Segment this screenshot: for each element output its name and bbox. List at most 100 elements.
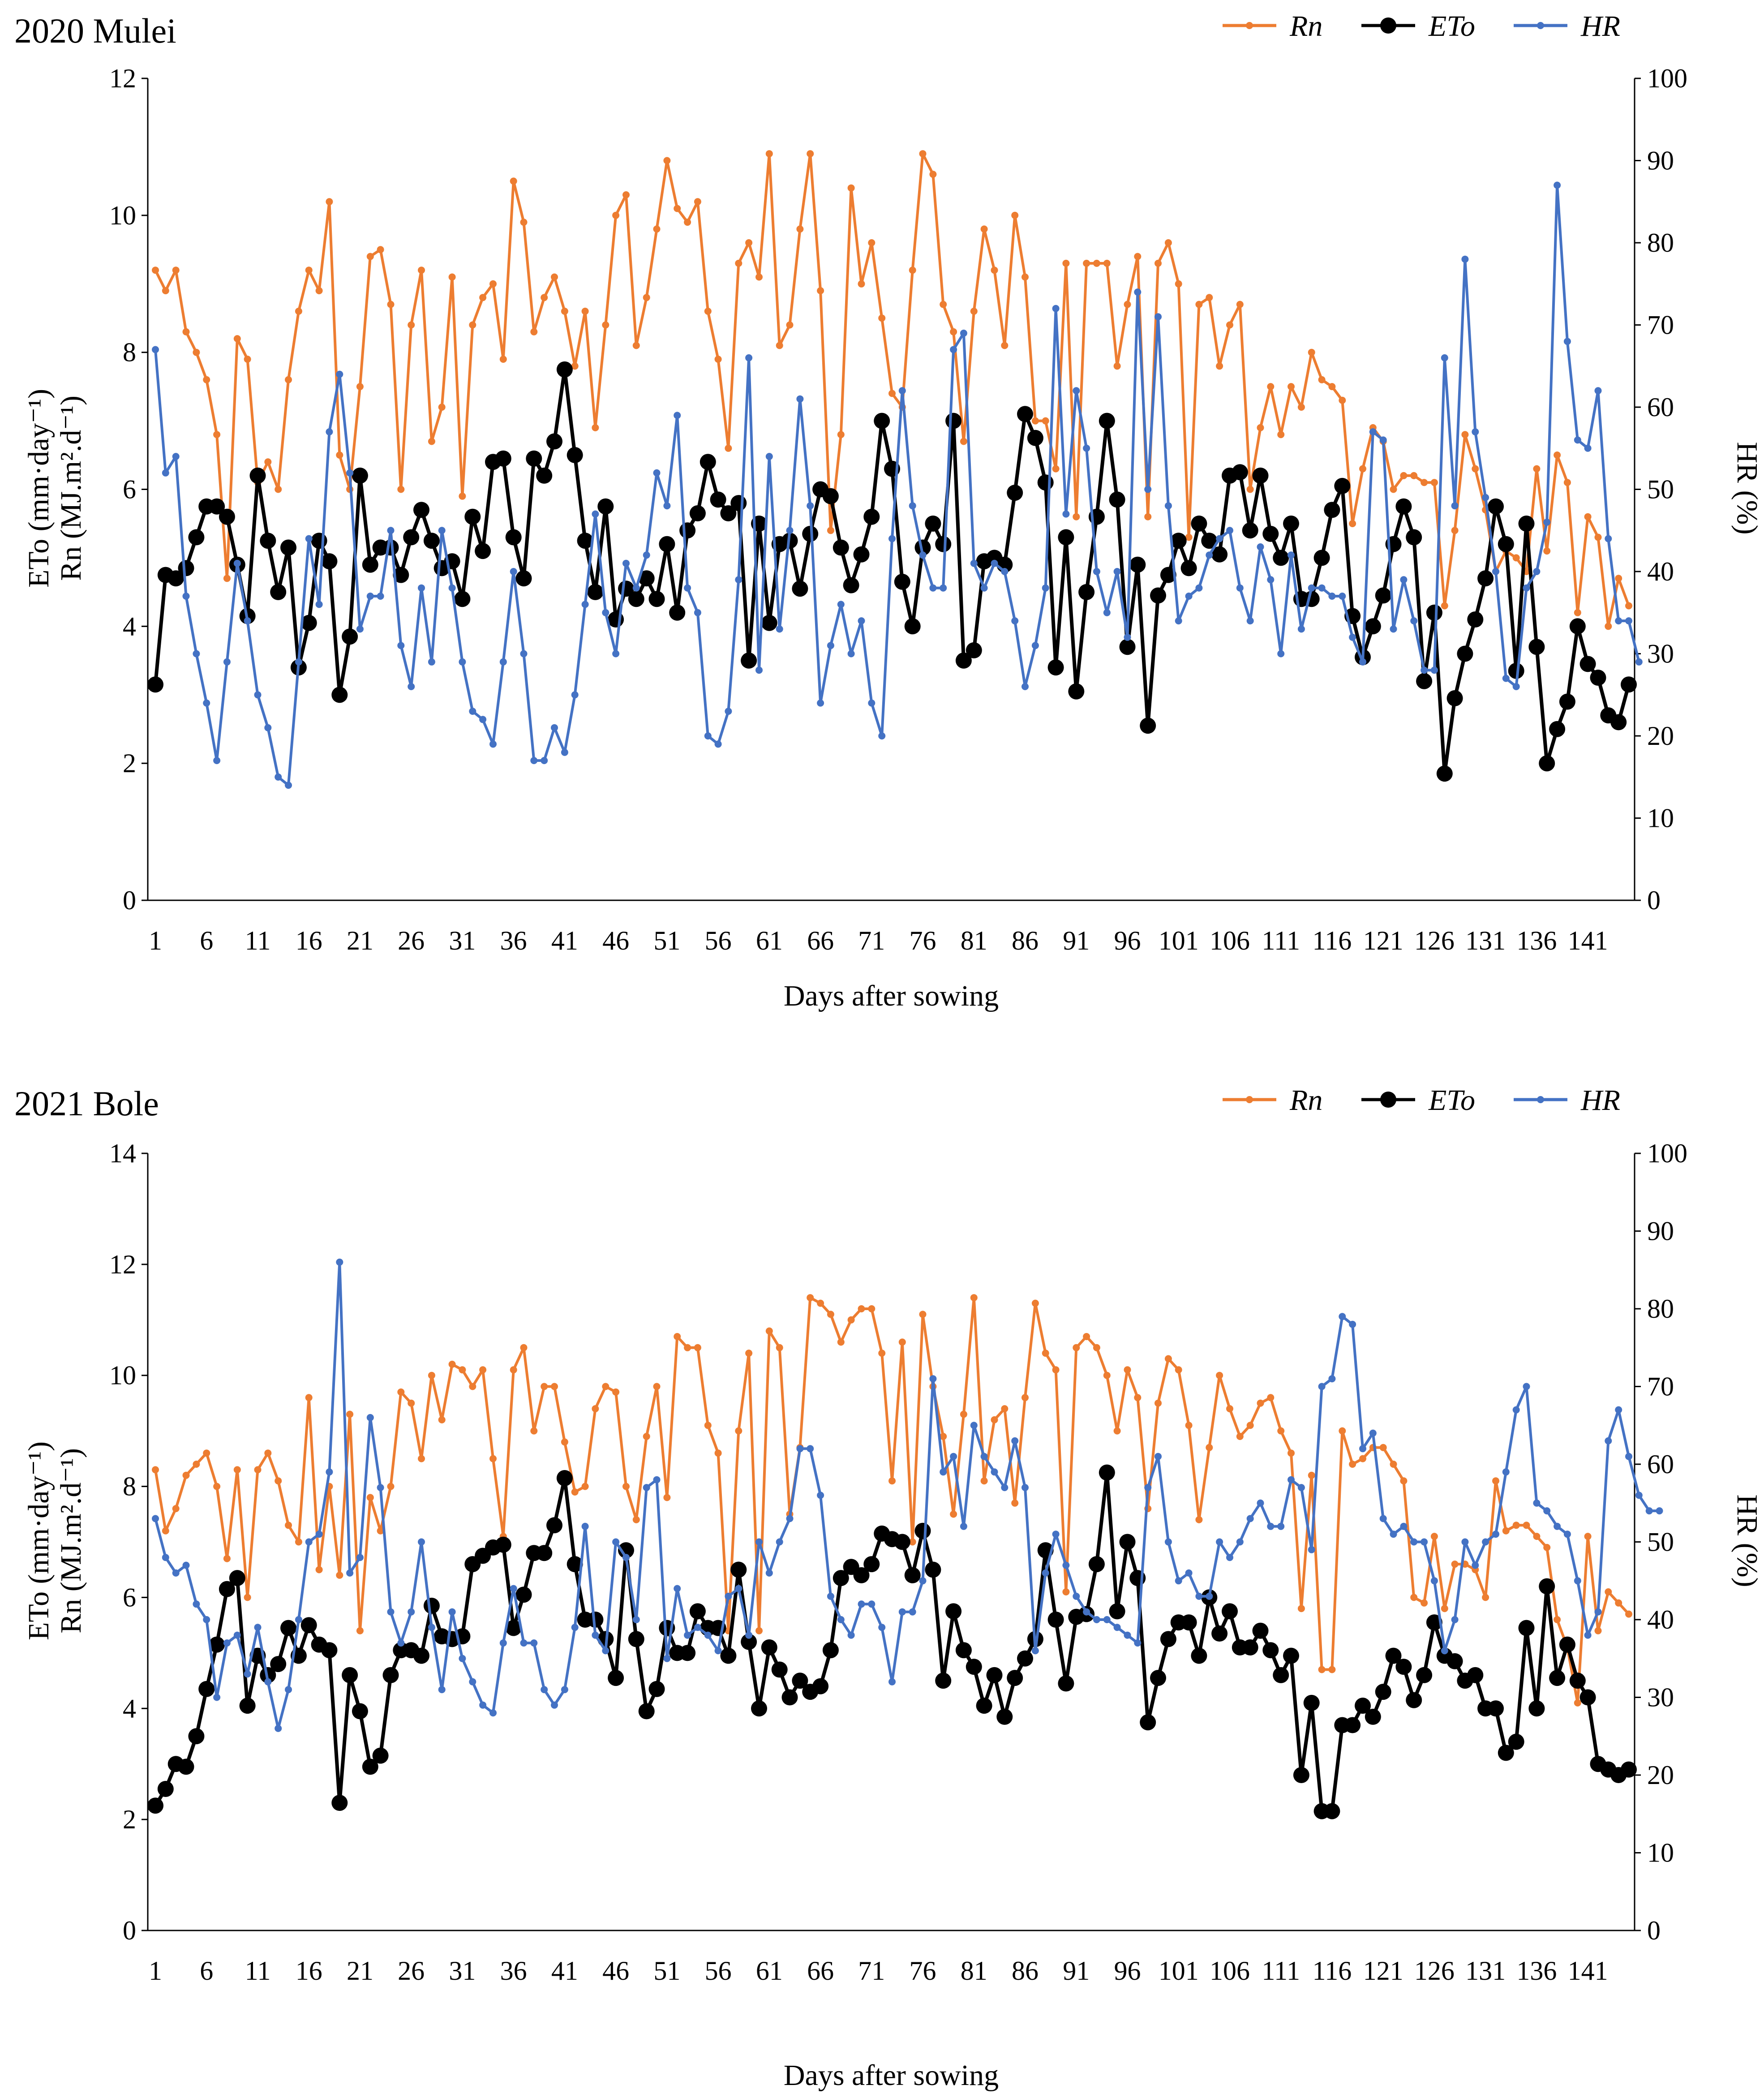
data-point-hr (898, 387, 906, 395)
data-point-hr (919, 1577, 927, 1585)
data-point-rn (1216, 1371, 1223, 1379)
data-point-hr (172, 1569, 180, 1577)
data-point-hr (714, 1647, 722, 1655)
data-point-hr (1410, 617, 1418, 625)
data-point-eto (1068, 683, 1085, 700)
data-point-rn (346, 1410, 354, 1418)
legend-rn-label: Rn (1289, 10, 1322, 43)
data-point-rn (1349, 1461, 1356, 1468)
x-tick-label: 76 (910, 1956, 936, 1986)
data-point-rn (203, 376, 210, 383)
data-point-eto (1344, 1717, 1361, 1733)
data-point-hr (674, 412, 681, 419)
legend: Rn ETo HR (1223, 10, 1620, 43)
data-point-hr (1390, 1531, 1397, 1538)
data-point-hr (817, 699, 824, 707)
data-point-hr (674, 1585, 681, 1592)
data-point-hr (1349, 633, 1356, 641)
legend-eto-marker (1380, 17, 1396, 34)
data-point-eto (781, 1689, 798, 1706)
data-point-eto (1007, 485, 1023, 501)
data-point-hr (152, 1515, 159, 1522)
data-point-rn (326, 198, 333, 206)
data-point-rn (868, 239, 876, 246)
data-point-eto (1180, 1614, 1197, 1631)
data-point-rn (1277, 431, 1285, 439)
data-point-rn (940, 1433, 947, 1440)
data-point-eto (638, 1703, 655, 1720)
data-point-hr (1339, 593, 1346, 600)
data-point-rn (275, 1477, 282, 1485)
data-point-hr (1328, 1375, 1336, 1383)
data-point-rn (223, 1555, 231, 1562)
data-point-hr (1206, 1592, 1213, 1600)
data-point-hr (663, 1655, 671, 1662)
legend-hr-label: HR (1580, 10, 1620, 43)
left-y-tick-label: 8 (123, 1472, 136, 1501)
data-point-rn (704, 1422, 712, 1429)
data-point-rn (336, 1571, 343, 1579)
data-point-hr (551, 1701, 558, 1709)
x-tick-label: 16 (296, 1956, 322, 1986)
x-tick-label: 101 (1159, 1956, 1199, 1986)
data-point-rn (469, 321, 476, 329)
x-ticks: 1 6 11 16 21 26 31 36 41 46 51 56 61 66 71 76 81 86 91 96 10… (149, 926, 1608, 955)
data-point-hr (755, 666, 763, 674)
data-point-hr (714, 740, 722, 748)
data-point-eto (219, 508, 235, 525)
data-point-eto (1222, 1603, 1238, 1620)
data-point-rn (837, 1338, 845, 1346)
data-point-rn (315, 1566, 323, 1574)
data-point-rn (755, 273, 763, 281)
data-point-hr (305, 1538, 313, 1546)
data-point-hr (193, 650, 200, 658)
data-point-rn (1155, 1399, 1162, 1407)
right-y-ticks: 0 10 20 30 40 50 60 70 80 90 100 (1635, 64, 1687, 915)
data-point-rn (847, 1316, 855, 1324)
data-point-rn (1421, 479, 1428, 486)
data-point-hr (172, 453, 180, 460)
data-point-hr (203, 699, 210, 707)
data-point-hr (193, 1600, 200, 1608)
data-point-hr (960, 329, 967, 337)
data-point-rn (663, 1494, 671, 1501)
data-point-hr (1308, 584, 1315, 592)
data-point-rn (1625, 602, 1632, 610)
data-point-hr (1052, 1531, 1060, 1538)
data-point-eto (372, 1747, 389, 1764)
left-y-tick-label: 2 (123, 748, 136, 778)
data-point-eto (1467, 611, 1484, 628)
data-point-rn (888, 390, 896, 397)
data-point-hr (1512, 1406, 1520, 1414)
data-point-hr (1226, 1554, 1233, 1561)
data-point-rn (428, 1371, 435, 1379)
data-point-rn (1175, 280, 1182, 288)
data-point-eto (1088, 1556, 1105, 1573)
data-point-hr (1574, 1577, 1581, 1585)
data-point-hr (858, 617, 865, 625)
data-point-hr (469, 1678, 476, 1685)
data-point-eto (1621, 1761, 1637, 1778)
data-point-rn (305, 267, 313, 274)
data-point-hr (807, 502, 814, 510)
data-point-rn (1134, 1394, 1142, 1402)
data-point-eto (178, 560, 194, 576)
x-tick-label: 61 (756, 926, 783, 955)
data-point-eto (853, 546, 870, 563)
data-point-eto (1283, 1647, 1299, 1664)
data-point-rn (1492, 1477, 1499, 1485)
right-y-tick-label: 90 (1647, 146, 1674, 176)
data-point-eto (894, 573, 910, 590)
data-point-hr (1144, 1484, 1152, 1492)
data-point-hr (950, 346, 957, 353)
x-tick-label: 116 (1313, 1956, 1352, 1986)
data-point-rn (1482, 1594, 1489, 1601)
data-point-eto (648, 1681, 665, 1697)
data-point-rn (847, 184, 855, 192)
data-point-hr (1021, 1484, 1029, 1492)
data-point-eto (1416, 673, 1433, 689)
data-point-eto (1579, 1689, 1596, 1706)
data-point-eto (925, 1561, 941, 1578)
data-point-rn (1543, 1543, 1551, 1551)
data-point-hr (223, 1639, 231, 1647)
